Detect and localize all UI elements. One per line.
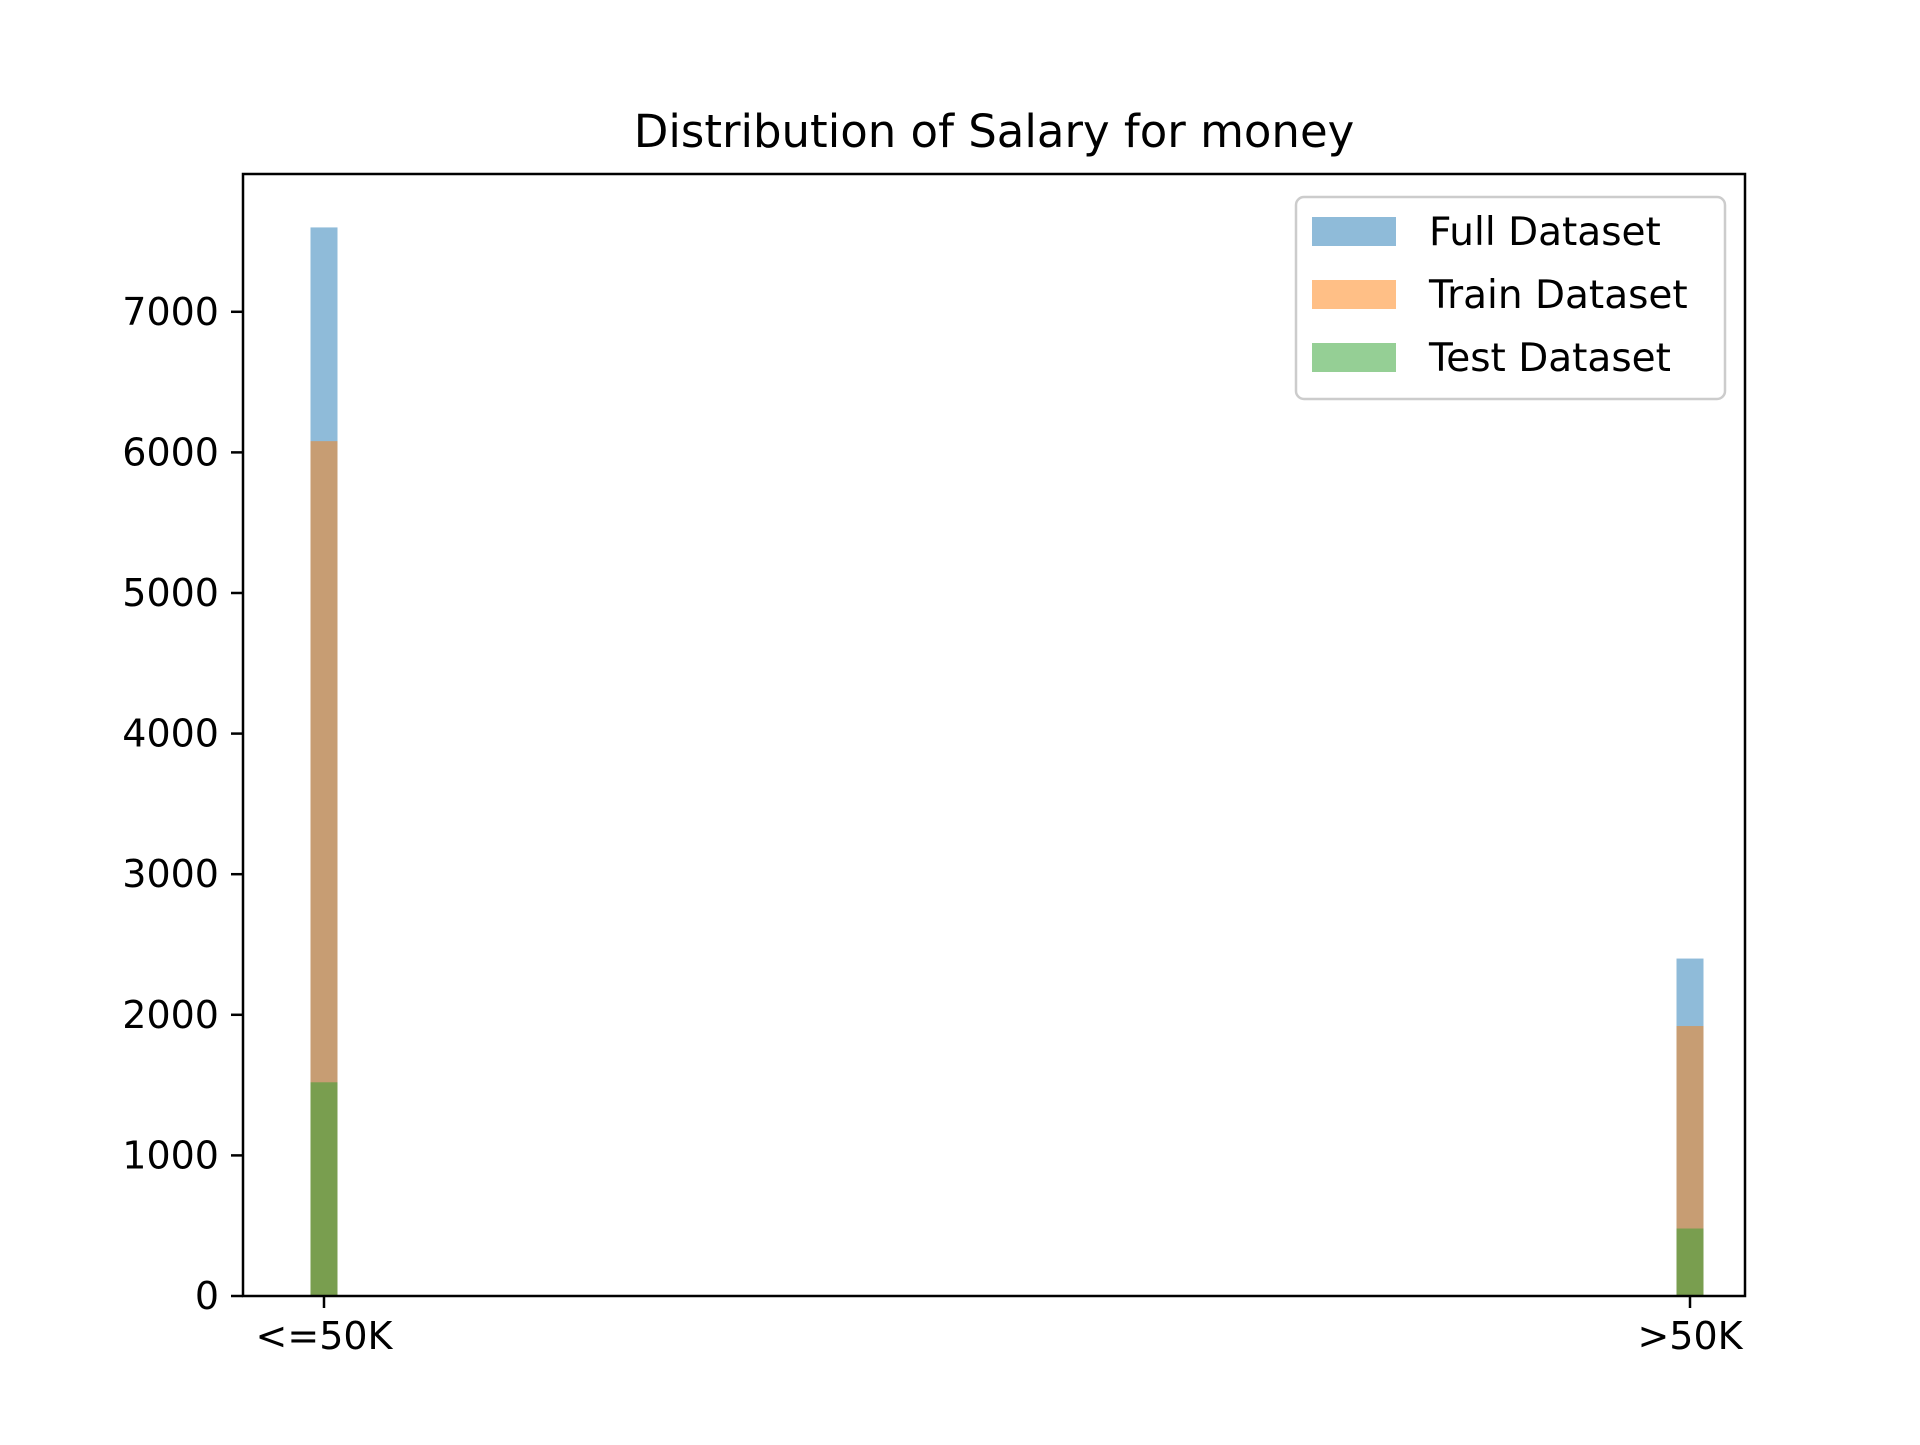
x-tick-label: <=50K <box>256 1314 394 1358</box>
chart-title: Distribution of Salary for money <box>634 105 1355 158</box>
y-tick-label: 6000 <box>122 430 219 474</box>
y-tick-label: 0 <box>195 1274 219 1318</box>
bar-test-dataset-1 <box>1676 1228 1704 1296</box>
legend-label: Full Dataset <box>1429 210 1661 255</box>
legend-swatch <box>1312 280 1396 309</box>
y-tick-label: 4000 <box>122 712 219 756</box>
y-tick-label: 5000 <box>122 571 219 615</box>
y-tick-label: 2000 <box>122 993 219 1037</box>
y-axis-ticks: 0 1000 2000 3000 4000 5000 6000 7000 <box>122 290 243 1318</box>
legend-label: Test Dataset <box>1428 336 1671 381</box>
y-tick-label: 7000 <box>122 290 219 334</box>
y-tick-label: 3000 <box>122 852 219 896</box>
legend-label: Train Dataset <box>1428 273 1688 318</box>
legend: Full Dataset Train Dataset Test Dataset <box>1294 195 1727 401</box>
y-tick-label: 1000 <box>122 1133 219 1177</box>
bars-layer <box>310 227 1704 1297</box>
plot-frame <box>241 172 1747 1298</box>
legend-swatch <box>1312 343 1396 372</box>
bar-test-dataset-0 <box>310 1082 338 1296</box>
legend-box <box>1294 195 1727 401</box>
x-axis-ticks: <=50K >50K <box>256 1296 1744 1358</box>
legend-swatch <box>1312 217 1396 246</box>
x-tick-label: >50K <box>1637 1314 1743 1358</box>
